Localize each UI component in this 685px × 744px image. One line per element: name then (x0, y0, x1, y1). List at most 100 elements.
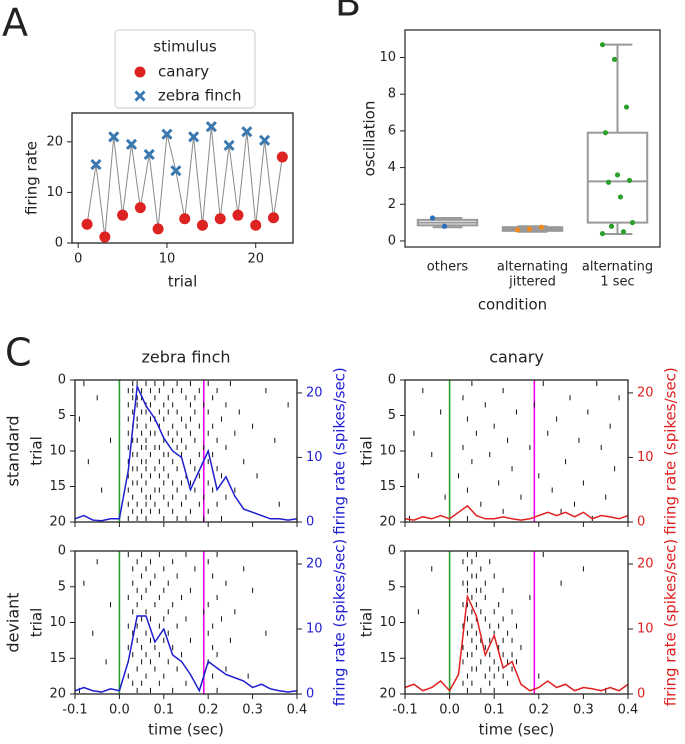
y2-tick-label: 20 (306, 385, 323, 400)
y-tick-label: 0 (55, 236, 63, 251)
marker (232, 209, 244, 221)
y-tick-label: 10 (379, 615, 396, 630)
marker (259, 134, 271, 146)
y2-tick-label: 0 (637, 515, 645, 530)
x-tick-label: 0.4 (287, 703, 308, 718)
strip-point (429, 215, 436, 221)
y2-tick-label: 20 (306, 557, 323, 572)
connector (157, 134, 168, 229)
connector (219, 145, 230, 219)
connector (86, 164, 97, 225)
marker (276, 151, 288, 163)
y-tick-label: 0 (388, 233, 396, 248)
y2-tick-label: 10 (306, 622, 323, 637)
strip-point (441, 223, 448, 229)
connector (122, 144, 132, 216)
y2-tick-label: 0 (306, 687, 314, 702)
y-tick-label: 20 (49, 515, 66, 530)
x-tick-label: 0 (74, 252, 82, 267)
y-tick-label: 20 (46, 134, 63, 149)
connector (139, 154, 150, 208)
connector (210, 126, 221, 219)
y2-tick-label: 20 (637, 385, 654, 400)
y-tick-label: 8 (388, 87, 396, 102)
y-tick-label: 0 (388, 373, 396, 388)
y2-tick-label: 10 (637, 450, 654, 465)
connector (104, 136, 115, 237)
x-tick-label: 0.4 (618, 703, 639, 718)
marker (241, 126, 253, 138)
connector (130, 144, 141, 208)
y-axis-label: trial (28, 436, 46, 466)
marker (134, 202, 146, 214)
legend-marker (134, 66, 146, 78)
marker (90, 159, 102, 171)
x-tick-label: 0.3 (573, 703, 594, 718)
connector (201, 126, 212, 226)
marker (170, 165, 182, 177)
panel-label: C (5, 331, 32, 375)
x-tick-label: 0.0 (109, 703, 130, 718)
strip-point (611, 56, 618, 62)
strip-point (514, 227, 521, 233)
y-tick-label: 10 (46, 185, 63, 200)
marker (196, 219, 208, 231)
connector (184, 136, 195, 219)
strip-point (599, 231, 606, 237)
y-tick-label: 20 (379, 515, 396, 530)
y2-axis-label: firing rate (spikes/sec) (331, 367, 349, 535)
connector (113, 136, 124, 216)
connector (264, 140, 274, 218)
panel-title: zebra finch (141, 348, 230, 367)
y-axis-label: trial (358, 436, 376, 466)
strip-point (608, 223, 615, 229)
strip-point (620, 229, 627, 235)
y-tick-label: 5 (58, 579, 66, 594)
y-tick-label: 5 (388, 579, 396, 594)
x-tick-label: 0.1 (484, 703, 505, 718)
x-tick-label: others (427, 260, 469, 275)
psth-line (74, 383, 298, 522)
marker (99, 231, 111, 243)
marker (125, 138, 138, 150)
strip-point (599, 42, 606, 48)
y-axis-label: trial (358, 608, 376, 638)
x-tick-label: 0.2 (198, 703, 219, 718)
x-tick-label: -0.1 (392, 703, 417, 718)
y2-tick-label: 10 (637, 622, 654, 637)
y2-tick-label: 10 (306, 450, 323, 465)
legend-box (114, 29, 256, 109)
x-axis-label: condition (478, 296, 547, 314)
row-label: standard (4, 416, 23, 487)
connector (228, 145, 239, 216)
connector (166, 134, 177, 171)
marker (250, 219, 262, 231)
y-axis-label: firing rate (23, 141, 41, 215)
marker (161, 128, 173, 140)
y2-tick-label: 0 (637, 687, 645, 702)
row-label: deviant (4, 592, 23, 652)
legend-label: zebra finch (158, 87, 241, 105)
x-axis-label: time (sec) (479, 721, 555, 739)
y-tick-label: 10 (49, 444, 66, 459)
marker (81, 218, 93, 230)
x-tick-label: alternating (582, 260, 653, 275)
y-tick-label: 10 (379, 444, 396, 459)
x-tick-label: 1 sec (600, 275, 634, 290)
strip-point (617, 194, 624, 200)
connector (193, 136, 203, 226)
y2-tick-label: 0 (306, 515, 314, 530)
connector (237, 131, 248, 216)
marker (188, 131, 200, 143)
strip-point (526, 226, 533, 232)
y-tick-label: 20 (49, 687, 66, 702)
x-tick-label: 0.3 (242, 703, 263, 718)
marker (214, 213, 226, 225)
marker (205, 121, 217, 133)
y-tick-label: 0 (58, 544, 66, 559)
strip-point (602, 130, 609, 136)
connector (255, 140, 266, 226)
strip-point (623, 104, 630, 110)
x-tick-label: 20 (247, 252, 264, 267)
